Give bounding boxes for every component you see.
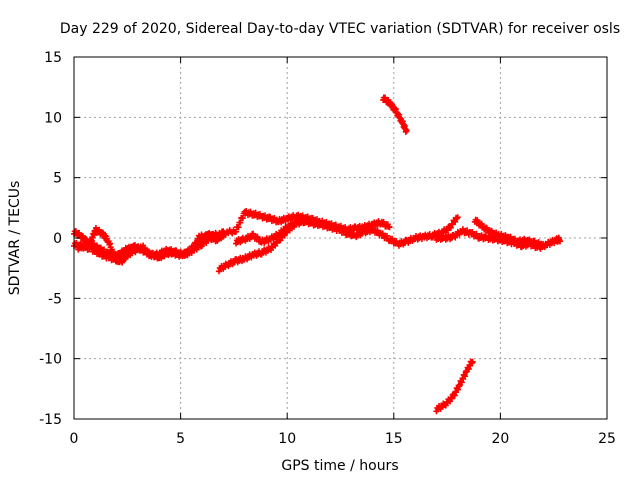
y-axis-label: SDTVAR / TECUs [7, 181, 23, 296]
data-point [447, 224, 454, 231]
chart-title: Day 229 of 2020, Sidereal Day-to-day VTE… [60, 21, 620, 37]
data-point [237, 219, 244, 226]
x-tick-label: 10 [278, 431, 296, 447]
x-axis-label: GPS time / hours [281, 458, 398, 474]
data-point [273, 240, 280, 247]
x-tick-label: 25 [598, 431, 616, 447]
data-point [235, 224, 242, 231]
data-point [557, 238, 564, 245]
series-sat-h [471, 216, 547, 250]
data-point [452, 218, 459, 225]
data-point [386, 224, 393, 231]
data-point [144, 247, 151, 254]
y-tick-label: 10 [44, 110, 62, 126]
data-point [292, 218, 299, 225]
data-point [469, 358, 476, 365]
data-point [403, 127, 410, 134]
data-point [291, 222, 298, 229]
data-point [448, 395, 455, 402]
data-point [454, 214, 461, 221]
y-tick-label: -15 [39, 412, 62, 428]
series-sat-j [433, 358, 476, 415]
y-tick-label: -5 [48, 291, 62, 307]
series-sat-f [233, 218, 299, 247]
y-tick-label: 15 [44, 50, 62, 66]
x-tick-label: 0 [70, 431, 79, 447]
x-tick-label: 20 [491, 431, 509, 447]
data-point [233, 228, 240, 235]
data-point [140, 242, 147, 249]
y-tick-label: 5 [53, 171, 62, 187]
x-tick-label: 15 [385, 431, 403, 447]
x-tick-label: 5 [176, 431, 185, 447]
data-point [217, 231, 224, 238]
axis-ticks: 0 5 10 15 20 25 -15 -10 -5 0 5 10 15 [39, 50, 616, 447]
data-point [540, 243, 547, 250]
series-sat-e [194, 207, 393, 242]
y-tick-label: 0 [53, 231, 62, 247]
y-tick-label: -10 [39, 352, 62, 368]
series-sat-d [215, 214, 461, 275]
data-point [239, 215, 246, 222]
series-sat-i [380, 94, 410, 135]
data-point [444, 227, 451, 234]
data-points [71, 94, 564, 415]
